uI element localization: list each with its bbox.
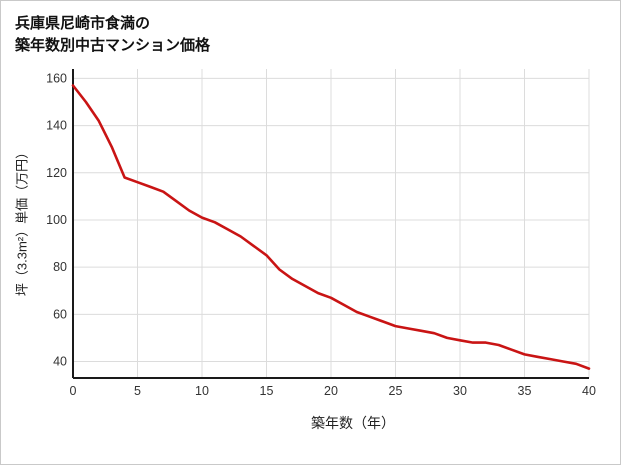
price-line-series [71, 84, 591, 370]
chart-title-line2: 築年数別中古マンション価格 [15, 37, 211, 54]
y-axis-label: 坪（3.3m²）単価（万円） [14, 145, 30, 297]
x-axis-label: 築年数（年） [311, 415, 395, 431]
x-tick-label: 20 [324, 384, 338, 398]
x-tick-label: 25 [389, 384, 403, 398]
x-tick-label: 0 [70, 384, 77, 398]
x-tick-label: 5 [134, 384, 141, 398]
y-tick-label: 80 [53, 260, 67, 274]
y-tick-label: 60 [53, 307, 67, 321]
y-tick-label: 160 [46, 71, 67, 85]
x-tick-label: 15 [260, 384, 274, 398]
x-tick-label: 35 [518, 384, 532, 398]
chart-title: 兵庫県尼崎市食満の 築年数別中古マンション価格 [1, 1, 620, 57]
y-tick-label: 140 [46, 119, 67, 133]
chart-area: 坪（3.3m²）単価（万円） 40 60 80 100 120 140 160 0 5 10 15 2… [1, 61, 620, 411]
chart-title-line1: 兵庫県尼崎市食満の [15, 15, 151, 32]
y-tick-label: 120 [46, 166, 67, 180]
x-tick-label: 30 [453, 384, 467, 398]
y-tick-label: 40 [53, 354, 67, 368]
price-line-chart: 40 60 80 100 120 140 160 0 5 10 15 20 25 30 35 40 [46, 69, 596, 398]
x-tick-label: 40 [582, 384, 596, 398]
x-tick-label: 10 [195, 384, 209, 398]
y-tick-label: 100 [46, 213, 67, 227]
plot-region: 40 60 80 100 120 140 160 0 5 10 15 20 25 30 35 40 [37, 61, 620, 411]
